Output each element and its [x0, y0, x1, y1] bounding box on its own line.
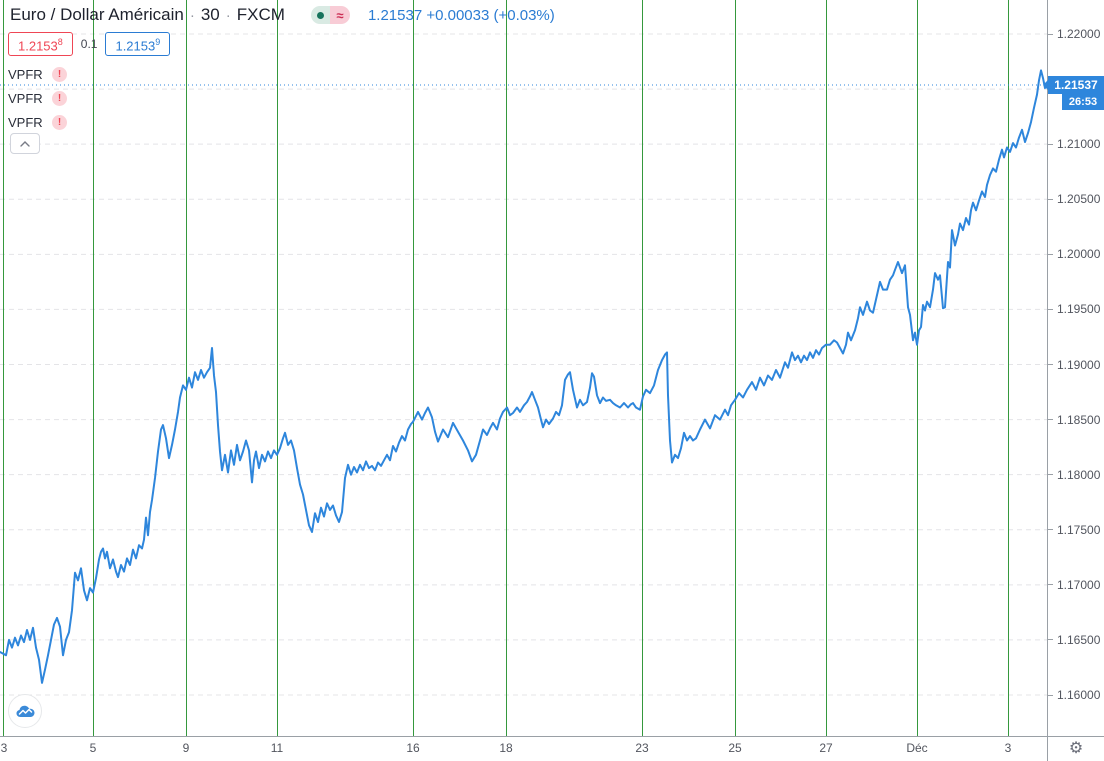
separator-dot: · — [225, 7, 231, 24]
time-tick-label: Déc — [906, 741, 928, 755]
price-axis-border — [1047, 0, 1048, 761]
chevron-up-icon — [20, 140, 30, 147]
symbol-title[interactable]: Euro / Dollar Américain · 30 · FXCM — [10, 5, 285, 25]
last-price-change: 1.21537 +0.00033 (+0.03%) — [367, 6, 555, 24]
price-tick-label: 1.18000 — [1057, 467, 1101, 482]
price-tick-label: 1.22000 — [1057, 27, 1101, 41]
price-axis[interactable]: 1.21537 26:53 1.220001.215001.210001.205… — [1043, 0, 1104, 736]
price-tick-label: 1.17000 — [1057, 577, 1101, 592]
time-tick-label: 27 — [819, 741, 833, 755]
indicator-label[interactable]: VPFR — [8, 114, 43, 130]
price-tick-label: 1.16000 — [1057, 688, 1101, 702]
delayed-data-segment[interactable]: ≈ — [329, 6, 350, 24]
tick-mark — [1048, 694, 1053, 696]
tradingview-logo[interactable] — [8, 694, 42, 728]
price-tick-label: 1.19500 — [1057, 302, 1101, 317]
chart-header: Euro / Dollar Américain · 30 · FXCM ≈ 1.2153… — [10, 5, 555, 25]
tick-mark — [1048, 33, 1053, 35]
indicator-row-vpfr-2[interactable]: VPFR ! — [8, 86, 67, 110]
error-badge-icon[interactable]: ! — [52, 114, 67, 130]
time-tick-label: 18 — [499, 741, 513, 755]
price-tick: 1.17000 — [1048, 578, 1104, 592]
indicator-row-vpfr-1[interactable]: VPFR ! — [8, 62, 67, 86]
sell-button[interactable]: 1.21538 — [8, 32, 73, 57]
time-tick-label: 5 — [89, 741, 97, 755]
tick-mark — [1048, 143, 1053, 145]
price-tick: 1.16500 — [1048, 633, 1104, 647]
tick-mark — [1048, 419, 1053, 421]
separator-dot: · — [189, 7, 195, 24]
error-badge-icon[interactable]: ! — [52, 66, 67, 82]
price-tag-notch — [1043, 80, 1048, 90]
ask-price-pip: 9 — [155, 37, 161, 47]
price-tick-label: 1.20500 — [1057, 192, 1101, 207]
time-tick-label: 16 — [406, 741, 420, 755]
tick-mark — [1048, 308, 1053, 310]
time-axis-border — [0, 736, 1104, 737]
error-badge-icon[interactable]: ! — [52, 90, 67, 106]
price-tick-label: 1.20000 — [1057, 247, 1101, 262]
price-line-series — [0, 69, 1047, 684]
time-tick-label: 11 — [270, 741, 284, 755]
tick-mark — [1048, 584, 1053, 586]
time-tick-label: 25 — [728, 741, 742, 755]
time-tick-label: 23 — [635, 741, 649, 755]
bid-price-pip: 8 — [57, 37, 63, 47]
interval-value[interactable]: 30 — [200, 5, 220, 24]
chart-canvas[interactable] — [0, 0, 1047, 736]
tick-mark — [1048, 364, 1053, 365]
indicator-label[interactable]: VPFR — [8, 66, 43, 82]
market-open-dot-icon — [316, 11, 324, 19]
axis-settings-cell: ⚙ — [1048, 737, 1104, 761]
price-tick: 1.19000 — [1048, 358, 1104, 372]
price-tick: 1.20500 — [1048, 192, 1104, 206]
price-tick: 1.18000 — [1048, 468, 1104, 482]
collapse-object-tree-button[interactable] — [10, 133, 40, 154]
price-tick: 1.20000 — [1048, 247, 1104, 261]
buy-button[interactable]: 1.21539 — [105, 32, 171, 57]
tick-mark — [1048, 253, 1053, 255]
tick-mark — [1048, 529, 1053, 531]
price-tick-label: 1.18500 — [1057, 412, 1101, 427]
current-price-tag: 1.21537 — [1043, 76, 1104, 94]
gear-icon[interactable]: ⚙ — [1068, 740, 1084, 757]
time-tick-label: 3 — [1004, 741, 1012, 755]
tick-mark — [1048, 474, 1053, 476]
price-tick: 1.22000 — [1048, 27, 1104, 41]
price-tick-label: 1.21000 — [1057, 137, 1101, 152]
price-tick: 1.16000 — [1048, 688, 1104, 702]
price-tick: 1.19500 — [1048, 302, 1104, 316]
time-tick-label: 9 — [182, 741, 190, 755]
price-tick: 1.18500 — [1048, 413, 1104, 427]
time-axis[interactable]: 3 5 9 11 16 18 23 25 27 Déc 3 — [0, 737, 1047, 761]
price-tick-label: 1.19000 — [1057, 357, 1101, 372]
time-tick-label: 3 — [0, 741, 8, 755]
market-open-segment[interactable] — [310, 6, 330, 24]
ask-price: 1.2153 — [115, 38, 156, 54]
tick-mark — [1048, 639, 1053, 641]
spread-value: 0.1 — [80, 37, 98, 52]
approx-icon: ≈ — [336, 7, 344, 23]
price-tick: 1.21000 — [1048, 137, 1104, 151]
current-price-value: 1.21537 — [1054, 78, 1098, 92]
tick-mark — [1048, 198, 1053, 200]
indicator-label[interactable]: VPFR — [8, 90, 43, 106]
price-tick: 1.17500 — [1048, 523, 1104, 537]
indicator-list: VPFR ! VPFR ! VPFR ! — [8, 62, 67, 134]
exchange-name[interactable]: FXCM — [236, 5, 285, 24]
indicator-row-vpfr-3[interactable]: VPFR ! — [8, 110, 67, 134]
price-tick-label: 1.16500 — [1057, 632, 1101, 647]
bid-ask-row: 1.21538 0.1 1.21539 — [8, 32, 171, 57]
bid-price: 1.2153 — [18, 38, 58, 54]
price-tick-label: 1.17500 — [1057, 522, 1101, 537]
bar-countdown-tag: 26:53 — [1062, 94, 1104, 110]
symbol-name[interactable]: Euro / Dollar Américain — [10, 5, 184, 24]
market-status-pill[interactable]: ≈ — [310, 6, 350, 24]
cloud-mountain-logo-icon — [16, 705, 34, 717]
